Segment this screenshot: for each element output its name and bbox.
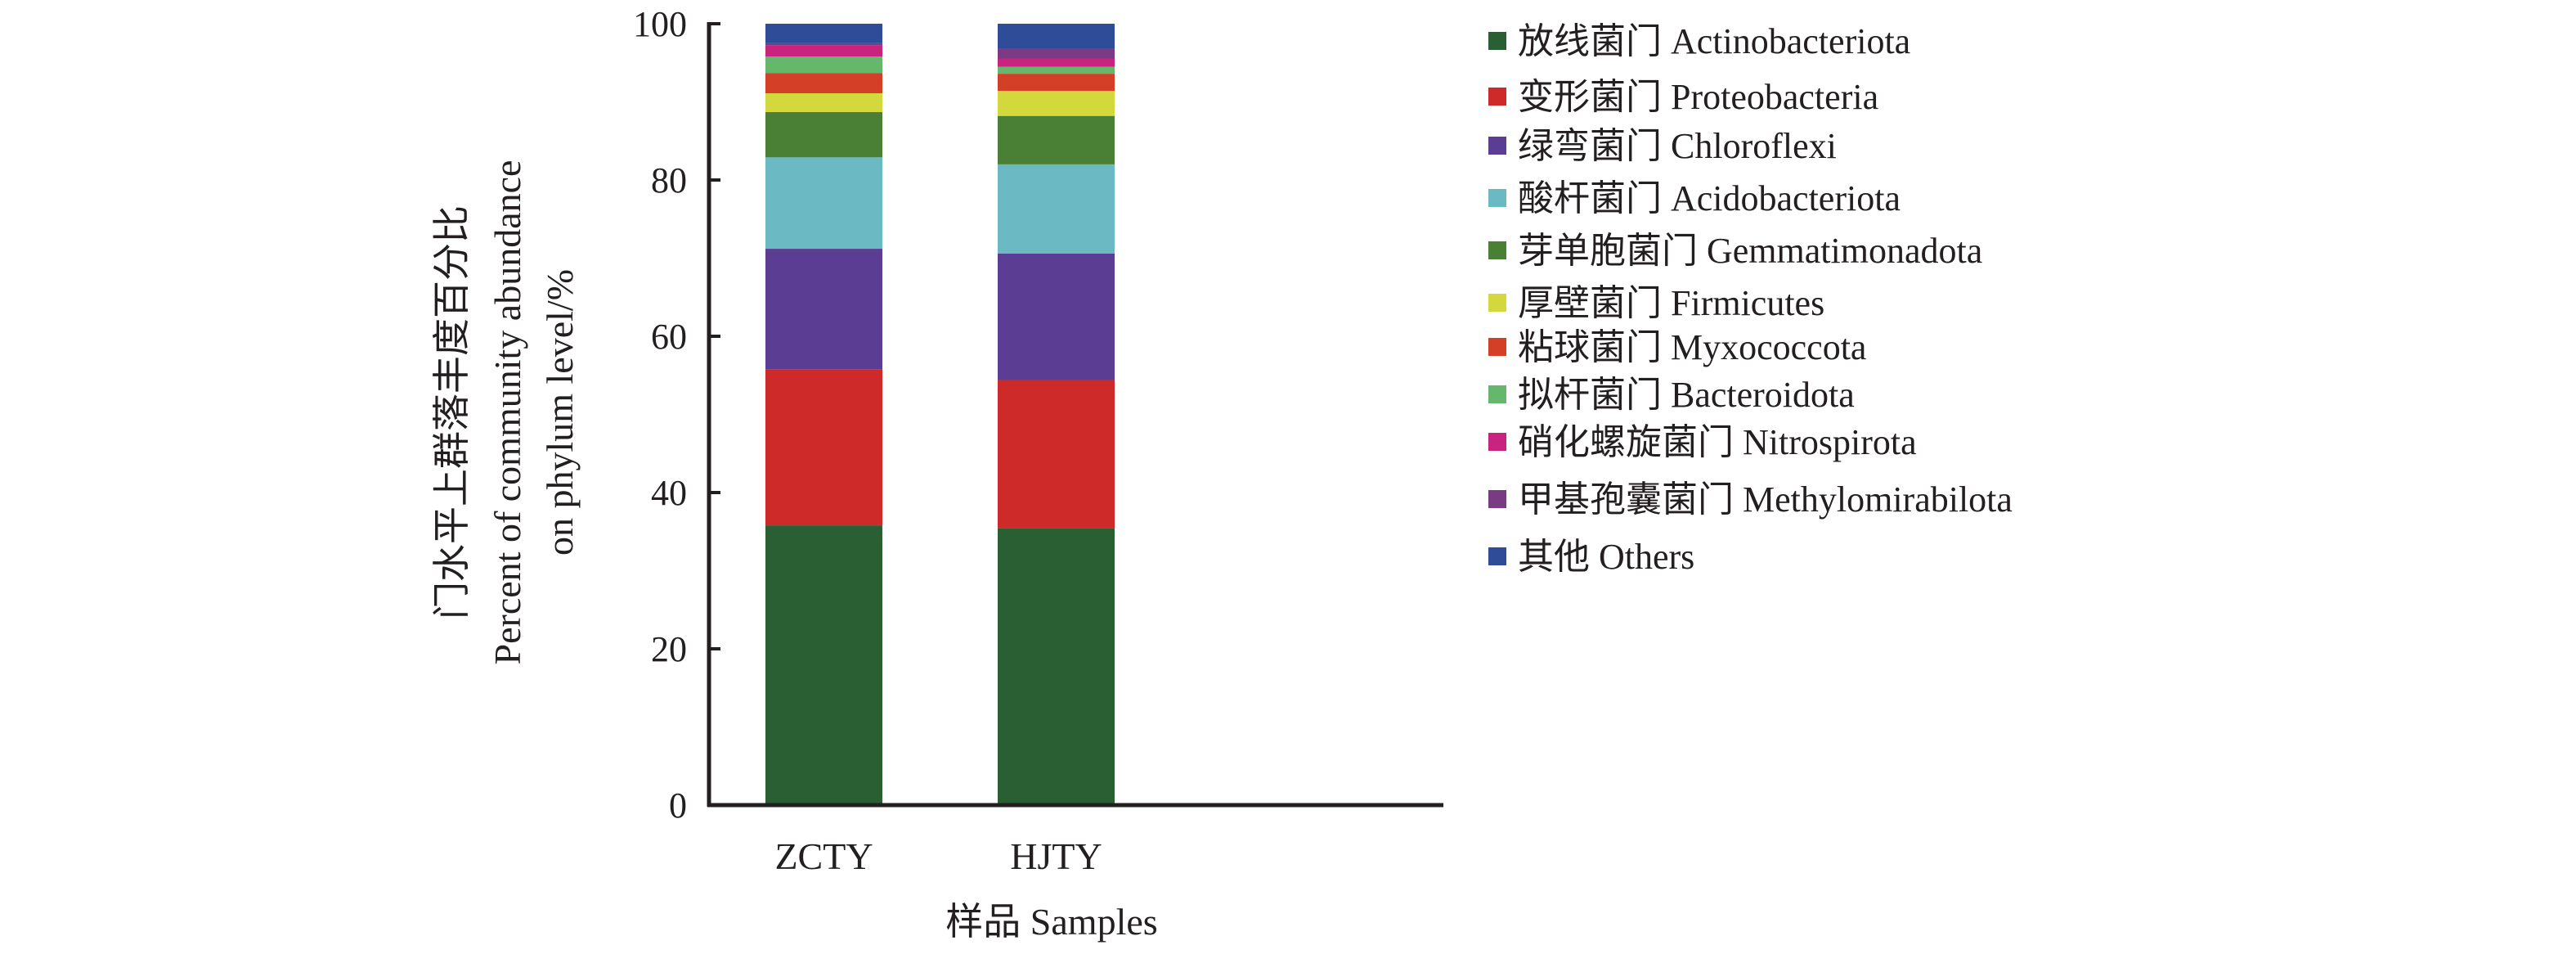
bar-segment-hjty-7: [998, 66, 1115, 74]
bar-segment-hjty-6: [998, 74, 1115, 92]
legend-label: 绿弯菌门 Chloroflexi: [1518, 126, 1837, 166]
legend-item: 酸杆菌门 Acidobacteriota: [1488, 178, 1901, 218]
bar-segment-zcty-2: [765, 249, 882, 370]
legend-swatch: [1488, 241, 1506, 259]
legend-swatch: [1488, 385, 1506, 403]
bar-segment-hjty-8: [998, 58, 1115, 67]
legend-item: 绿弯菌门 Chloroflexi: [1488, 126, 1837, 166]
y-axis-label-english-2: on phylum level/%: [539, 269, 581, 556]
legend-swatch: [1488, 189, 1506, 207]
y-tick-label: 0: [669, 785, 687, 826]
bars-group: [765, 24, 1115, 805]
legend-label: 厚壁菌门 Firmicutes: [1518, 283, 1824, 323]
bar-segment-zcty-7: [765, 56, 882, 74]
legend-label: 变形菌门 Proteobacteria: [1518, 77, 1878, 117]
x-tick-label: ZCTY: [774, 835, 873, 877]
legend-swatch: [1488, 137, 1506, 155]
y-tick-label: 80: [651, 160, 687, 200]
legend-swatch: [1488, 433, 1506, 451]
bar-segment-hjty-10: [998, 24, 1115, 49]
y-tick-label: 40: [651, 473, 687, 513]
legend-item: 变形菌门 Proteobacteria: [1488, 77, 1878, 117]
legend-swatch: [1488, 32, 1506, 50]
y-tick-label: 60: [651, 317, 687, 357]
bar-segment-zcty-0: [765, 525, 882, 805]
y-axis-label-english-1: Percent of community abundance: [487, 160, 528, 665]
y-tick-label: 20: [651, 629, 687, 669]
x-axis-label: 样品 Samples: [945, 901, 1157, 943]
legend-swatch: [1488, 547, 1506, 565]
legend-item: 甲基孢囊菌门 Methylomirabilota: [1488, 479, 2013, 520]
legend-label: 拟杆菌门 Bacteroidota: [1518, 375, 1855, 415]
legend-label: 放线菌门 Actinobacteriota: [1518, 21, 1910, 61]
legend-item: 芽单胞菌门 Gemmatimonadota: [1488, 231, 1982, 271]
bar-segment-hjty-5: [998, 91, 1115, 116]
legend-swatch: [1488, 88, 1506, 106]
legend-swatch: [1488, 294, 1506, 312]
bar-segment-zcty-1: [765, 369, 882, 526]
legend-item: 拟杆菌门 Bacteroidota: [1488, 375, 1855, 415]
legend-swatch: [1488, 338, 1506, 356]
bar-segment-hjty-3: [998, 164, 1115, 254]
legend-label: 粘球菌门 Myxococcota: [1518, 327, 1866, 367]
legend-item: 厚壁菌门 Firmicutes: [1488, 283, 1824, 323]
bar-segment-zcty-5: [765, 92, 882, 112]
legend-item: 其他 Others: [1488, 537, 1694, 577]
x-tick-label: HJTY: [1010, 835, 1102, 877]
bar-segment-zcty-8: [765, 45, 882, 57]
legend-label: 酸杆菌门 Acidobacteriota: [1518, 178, 1901, 218]
bar-segment-hjty-9: [998, 48, 1115, 59]
bar-segment-zcty-3: [765, 157, 882, 250]
legend-label: 甲基孢囊菌门 Methylomirabilota: [1518, 479, 2013, 520]
bar-segment-zcty-9: [765, 43, 882, 46]
bar-segment-hjty-2: [998, 253, 1115, 380]
y-tick-label: 100: [633, 4, 687, 44]
legend-item: 放线菌门 Actinobacteriota: [1488, 21, 1910, 61]
y-ticks-group: 0 20 40 60 80 100: [633, 4, 720, 826]
bar-segment-zcty-4: [765, 111, 882, 158]
legend-swatch: [1488, 490, 1506, 508]
legend-label: 芽单胞菌门 Gemmatimonadota: [1518, 231, 1982, 271]
legend: 放线菌门 Actinobacteriota 变形菌门 Proteobacteria…: [1488, 21, 2013, 577]
x-ticks-group: ZCTY HJTY: [774, 835, 1102, 877]
legend-label: 其他 Others: [1518, 537, 1694, 577]
legend-label: 硝化螺旋菌门 Nitrospirota: [1518, 422, 1917, 462]
bar-segment-hjty-1: [998, 380, 1115, 529]
legend-item: 粘球菌门 Myxococcota: [1488, 327, 1866, 367]
bar-segment-zcty-10: [765, 24, 882, 43]
bar-segment-hjty-0: [998, 528, 1115, 805]
y-axis-label-chinese: 门水平上群落丰度百分比: [431, 205, 473, 619]
legend-item: 硝化螺旋菌门 Nitrospirota: [1488, 422, 1917, 462]
bar-segment-hjty-4: [998, 115, 1115, 164]
bar-segment-zcty-6: [765, 73, 882, 93]
